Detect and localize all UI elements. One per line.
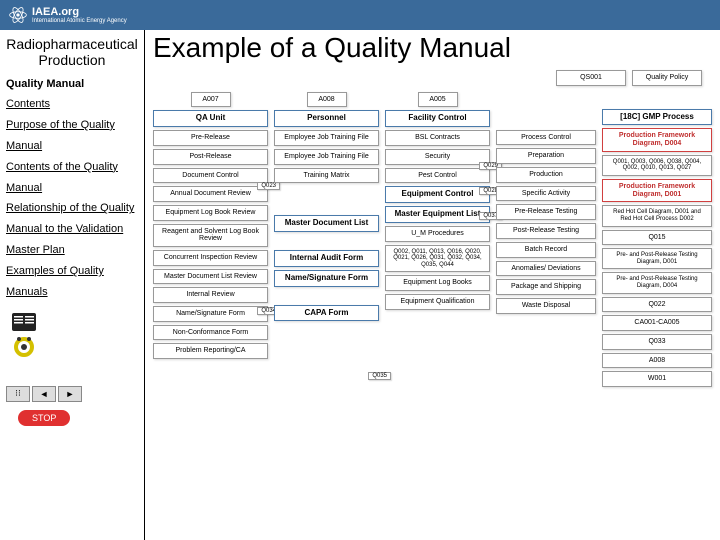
c4-2: Production xyxy=(496,167,596,183)
link-rel-2[interactable]: Manual to the Validation xyxy=(6,219,138,240)
col-process: Process Control Preparation Production S… xyxy=(496,92,596,387)
col5-headbox: [18C] GMP Process xyxy=(602,109,712,126)
nav-home-button[interactable]: ⁝⁝ xyxy=(6,386,30,402)
c5-0: Production Framework Diagram, D004 xyxy=(602,128,712,151)
stop-button[interactable]: STOP xyxy=(18,410,70,426)
c5-2: Production Framework Diagram, D001 xyxy=(602,179,712,202)
c3-1: Security xyxy=(385,149,490,165)
c5-5: Pre- and Post-Release Testing Diagram, D… xyxy=(602,248,712,269)
c5-10: A008 xyxy=(602,353,712,369)
col-gmp: [18C] GMP Process Production Framework D… xyxy=(602,92,712,387)
c2-6: Internal Audit Form xyxy=(274,250,379,267)
c4-7: Anomalies/ Deviations xyxy=(496,261,596,277)
c1-5: Reagent and Solvent Log Book Review xyxy=(153,224,268,247)
c2-1: Employee Job Training File xyxy=(274,149,379,165)
link-rel-1[interactable]: Relationship of the Quality xyxy=(6,198,138,219)
c1-4: Equipment Log Book Review xyxy=(153,205,268,221)
c5-7: Q022 xyxy=(602,297,712,313)
col3-head: A005 xyxy=(418,92,458,108)
c5-8: CA001-CA005 xyxy=(602,315,712,331)
c3-2: Pest Control xyxy=(385,168,490,184)
c1-0: Pre-Release xyxy=(153,130,268,146)
c2-4: Master Document List xyxy=(274,215,379,232)
c2-7: Name/Signature Form xyxy=(274,270,379,287)
top-row: QS001 Quality Policy xyxy=(153,70,712,86)
c1-11: Problem Reporting/CA xyxy=(153,343,268,359)
c3-7: Equipment Log Books xyxy=(385,275,490,291)
nav-prev-button[interactable]: ◄ xyxy=(32,386,56,402)
c4-9: Waste Disposal xyxy=(496,298,596,314)
col2-head: A008 xyxy=(307,92,347,108)
c4-8: Package and Shipping xyxy=(496,279,596,295)
main-area: Radiopharmaceutical Production Quality M… xyxy=(0,30,720,540)
c1-3: Annual Document Review xyxy=(153,186,268,202)
c5-1: Q001, Q003, Q006, Q038, Q004, Q002, Q010… xyxy=(602,155,712,176)
col-qa-unit: A007 QA Unit Pre-Release Post-Release Do… xyxy=(153,92,268,387)
atom-icon xyxy=(8,5,28,25)
c4-5: Post-Release Testing xyxy=(496,223,596,239)
page-title: Example of a Quality Manual xyxy=(153,32,712,64)
org-subtitle: International Atomic Energy Agency xyxy=(32,18,127,24)
link-examples-2[interactable]: Manuals xyxy=(6,282,138,303)
col1-headbox: QA Unit xyxy=(153,110,268,127)
c4-1: Preparation xyxy=(496,148,596,164)
link-contents-q-1[interactable]: Contents of the Quality xyxy=(6,157,138,178)
sidebar-icons xyxy=(6,311,138,366)
link-purpose-2[interactable]: Manual xyxy=(6,136,138,157)
c4-0: Process Control xyxy=(496,130,596,146)
c5-6: Pre- and Post-Release Testing Diagram, D… xyxy=(602,272,712,293)
qp-box: Quality Policy xyxy=(632,70,702,86)
link-contents[interactable]: Contents xyxy=(6,94,138,115)
c5-11: W001 xyxy=(602,371,712,387)
c3-4: Master Equipment List xyxy=(385,206,490,223)
c5-3: Red Hot Cell Diagram, D001 and Red Hot C… xyxy=(602,205,712,226)
c3-6: Q002, Q011, Q013, Q016, Q020, Q021, Q026… xyxy=(385,245,490,273)
c1-6: Concurrent Inspection Review xyxy=(153,250,268,266)
nav-next-button[interactable]: ► xyxy=(58,386,82,402)
link-purpose-1[interactable]: Purpose of the Quality xyxy=(6,115,138,136)
c3-0: BSL Contracts xyxy=(385,130,490,146)
c4-4: Pre-Release Testing xyxy=(496,204,596,220)
c1-9: Name/Signature Form xyxy=(153,306,268,322)
col-facility: A005 Facility Control BSL Contracts Secu… xyxy=(385,92,490,387)
c1-8: Internal Review xyxy=(153,287,268,303)
col-personnel: A008 Personnel Employee Job Training Fil… xyxy=(274,92,379,387)
sidebar-heading: Quality Manual xyxy=(6,78,138,90)
col3-headbox: Facility Control xyxy=(385,110,490,127)
c5-4: Q015 xyxy=(602,230,712,246)
c2-0: Employee Job Training File xyxy=(274,130,379,146)
diagram: A007 QA Unit Pre-Release Post-Release Do… xyxy=(153,92,712,387)
iaea-logo: IAEA.org International Atomic Energy Age… xyxy=(8,5,127,25)
c3-5: U_M Procedures xyxy=(385,226,490,242)
col2-headbox: Personnel xyxy=(274,110,379,127)
c1-10: Non-Conformance Form xyxy=(153,325,268,341)
sidebar-links: Contents Purpose of the Quality Manual C… xyxy=(6,94,138,303)
org-name: IAEA.org xyxy=(32,6,127,18)
c4-6: Batch Record xyxy=(496,242,596,258)
nav-buttons: ⁝⁝ ◄ ► xyxy=(6,386,138,402)
c3-8: Equipment Qualification xyxy=(385,294,490,310)
col1-head: A007 xyxy=(191,92,231,108)
c2-9: CAPA Form xyxy=(274,305,379,322)
sidebar: Radiopharmaceutical Production Quality M… xyxy=(0,30,145,540)
c1-2: Document Control xyxy=(153,168,268,184)
link-rel-3[interactable]: Master Plan xyxy=(6,240,138,261)
c3-3: Equipment Control xyxy=(385,186,490,203)
c2-2: Training Matrix xyxy=(274,168,379,184)
link-examples-1[interactable]: Examples of Quality xyxy=(6,261,138,282)
book-gear-icon xyxy=(6,311,46,361)
link-contents-q-2[interactable]: Manual xyxy=(6,178,138,199)
c1-1: Post-Release xyxy=(153,149,268,165)
sidebar-title: Radiopharmaceutical Production xyxy=(6,36,138,68)
header-bar: IAEA.org International Atomic Energy Age… xyxy=(0,0,720,30)
c5-9: Q033 xyxy=(602,334,712,350)
content: Example of a Quality Manual QS001 Qualit… xyxy=(145,30,720,540)
c4-3: Specific Activity xyxy=(496,186,596,202)
c1-7: Master Document List Review xyxy=(153,269,268,285)
qs-box: QS001 xyxy=(556,70,626,86)
